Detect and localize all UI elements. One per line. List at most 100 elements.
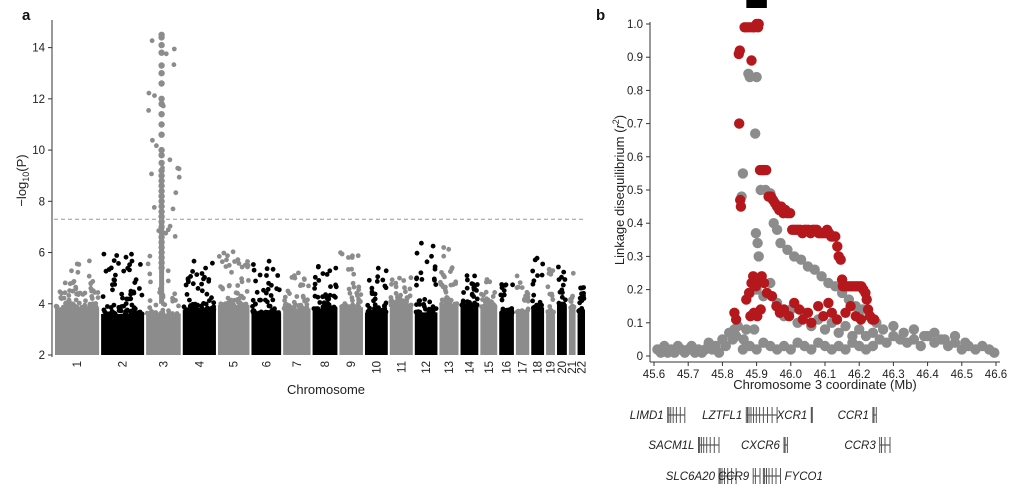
- snp-point: [239, 276, 245, 282]
- snp-point: [173, 190, 179, 196]
- gene-slc6a20: SLC6A20: [666, 468, 737, 484]
- peak-snp-point: [158, 49, 165, 56]
- snp-point: [227, 301, 233, 307]
- snp-point: [537, 299, 543, 305]
- snp-point: [120, 295, 125, 301]
- snp-point: [519, 285, 525, 290]
- snp-point: [327, 292, 333, 298]
- snp-point: [408, 303, 413, 308]
- snp-point: [377, 308, 383, 314]
- snp-point: [559, 287, 565, 293]
- snp-point: [89, 296, 95, 301]
- snp-point: [499, 297, 505, 303]
- chromosome-6-dense-band: [251, 313, 282, 355]
- snp-point: [190, 281, 196, 287]
- gene-fyco1: FYCO1: [762, 468, 823, 484]
- x-tick-label: 8: [320, 361, 332, 367]
- chromosome-18-points: [530, 255, 546, 355]
- gene-sacm1l: SACM1L: [648, 437, 720, 453]
- y-axis-label-prefix: −log: [14, 182, 29, 207]
- y-tick: 0.2: [627, 285, 650, 297]
- red-ld-point: [743, 287, 755, 299]
- snp-point: [325, 302, 331, 308]
- snp-point: [324, 272, 330, 277]
- y-tick: 1.0: [627, 19, 650, 31]
- snp-point: [116, 305, 122, 310]
- snp-point: [530, 268, 536, 274]
- snp-point: [131, 306, 137, 312]
- snp-point: [171, 62, 177, 68]
- snp-point: [73, 297, 79, 303]
- snp-point: [320, 271, 326, 276]
- snp-point: [472, 273, 477, 279]
- gene-xcr1: XCR1: [776, 407, 813, 423]
- snp-point: [545, 284, 551, 290]
- grey-ld-point: [867, 340, 879, 352]
- snp-point: [530, 298, 535, 304]
- x-tick-label: 45.6: [643, 369, 665, 381]
- red-ld-point: [832, 241, 843, 252]
- snp-point: [369, 291, 375, 297]
- grey-ld-point: [939, 334, 950, 345]
- snp-point: [333, 294, 338, 300]
- grey-ld-point: [908, 334, 920, 345]
- grey-ld-point: [713, 347, 725, 358]
- snp-point: [301, 306, 307, 311]
- y-tick: 10: [32, 145, 52, 157]
- snp-point: [252, 301, 258, 307]
- snp-point: [218, 301, 224, 307]
- chromosome-5-points: [216, 249, 251, 355]
- snp-point: [522, 309, 528, 315]
- snp-point: [407, 293, 413, 299]
- snp-point: [132, 280, 138, 285]
- x-tick-label: 10: [371, 361, 383, 374]
- snp-point: [237, 302, 243, 307]
- snp-point: [480, 304, 486, 310]
- red-ld-point: [855, 314, 867, 325]
- red-ld-point: [830, 231, 841, 242]
- snp-point: [62, 280, 68, 286]
- snp-point: [392, 300, 398, 305]
- y-tick-label: 4: [39, 299, 46, 311]
- snp-point: [202, 274, 207, 280]
- y-tick: 8: [39, 196, 52, 208]
- peak-snp-point: [158, 254, 165, 261]
- snp-point: [153, 302, 159, 308]
- snp-point: [424, 259, 430, 265]
- snp-point: [446, 246, 452, 252]
- peak-snp-point: [158, 187, 165, 195]
- snp-point: [167, 223, 173, 229]
- snp-point: [570, 270, 576, 276]
- snp-point: [82, 302, 88, 308]
- gene-cxcr6: CXCR6: [741, 437, 788, 453]
- snp-point: [407, 286, 413, 292]
- gene-track: LIMD1 LZTFL1 XCR1 CCR1 SACM1L CXCR6 CCR3 SLC6A2…: [630, 407, 891, 484]
- snp-point: [306, 283, 311, 289]
- snp-point: [229, 269, 234, 275]
- snp-point: [429, 253, 434, 259]
- snp-point: [414, 275, 420, 281]
- peak-snp-point: [158, 182, 165, 190]
- snp-point: [110, 282, 115, 288]
- snp-point: [199, 281, 205, 287]
- snp-point: [350, 280, 356, 286]
- y-axis-label: −log10(P): [14, 154, 31, 206]
- snp-point: [340, 303, 345, 309]
- x-tick-label: 12: [421, 361, 433, 374]
- chromosome-10-dense-band: [364, 312, 388, 355]
- snp-point: [230, 249, 236, 255]
- y-tick: 4: [39, 299, 52, 311]
- snp-point: [332, 306, 338, 311]
- y-tick-label: 12: [32, 94, 45, 106]
- snp-point: [131, 310, 136, 316]
- snp-point: [417, 309, 423, 315]
- snp-point: [501, 292, 507, 298]
- x-tick: 46.4: [916, 362, 939, 381]
- chromosome-8-points: [311, 264, 339, 355]
- x-tick-label: 1: [72, 361, 84, 367]
- chromosome-3-points: [144, 31, 182, 355]
- chromosome-13-points: [438, 245, 460, 355]
- peak-snp-point: [158, 213, 165, 220]
- grey-ld-point: [877, 324, 889, 335]
